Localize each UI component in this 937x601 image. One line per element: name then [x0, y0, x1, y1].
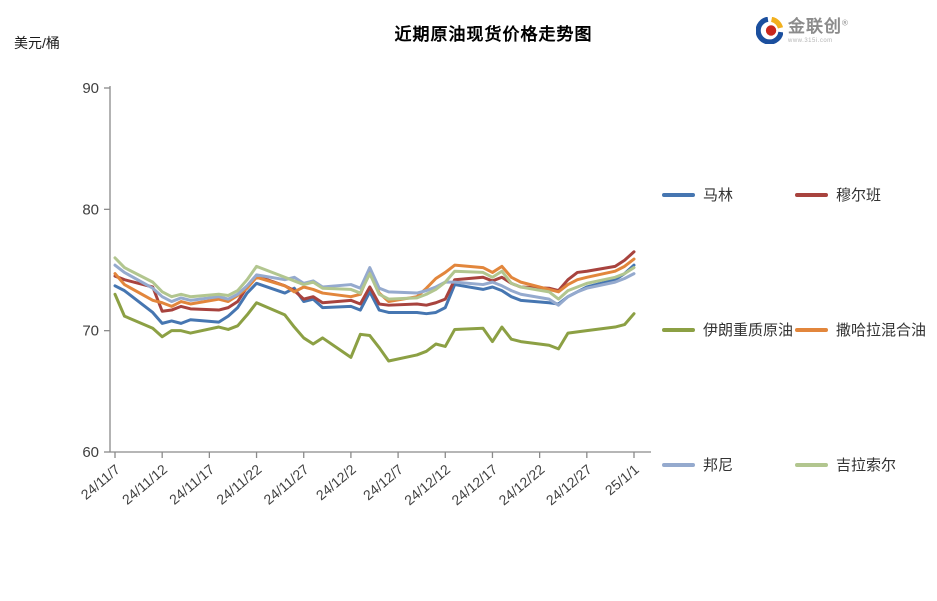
- svg-text:24/12/12: 24/12/12: [401, 461, 453, 508]
- svg-text:80: 80: [82, 201, 99, 218]
- legend-label: 穆尔班: [836, 187, 882, 204]
- brand-logo-text: 金联创® www.315i.com: [788, 18, 848, 44]
- svg-text:24/12/22: 24/12/22: [496, 461, 548, 508]
- svg-text:25/1/1: 25/1/1: [602, 461, 642, 498]
- legend-swatch-iran-heavy: [662, 327, 695, 332]
- svg-text:90: 90: [82, 80, 99, 97]
- legend-swatch-saharan-blend: [795, 327, 828, 332]
- svg-text:70: 70: [82, 323, 99, 340]
- svg-text:24/12/7: 24/12/7: [360, 461, 406, 503]
- registered-mark: ®: [842, 18, 848, 28]
- svg-text:24/12/27: 24/12/27: [543, 461, 595, 508]
- legend-label: 伊朗重质原油: [703, 322, 794, 339]
- svg-text:24/11/27: 24/11/27: [260, 461, 311, 508]
- legend-swatch-murban: [795, 192, 828, 197]
- y-axis-unit-label: 美元/桶: [14, 35, 60, 51]
- legend-swatch-malin: [662, 192, 695, 197]
- legend-label: 撒哈拉混合油: [836, 322, 927, 339]
- svg-text:24/12/2: 24/12/2: [313, 461, 359, 503]
- legend-swatch-girassol: [795, 462, 828, 467]
- legend-item-malin: 马林: [662, 184, 733, 205]
- svg-text:24/11/12: 24/11/12: [119, 461, 170, 508]
- legend-item-bonny: 邦尼: [662, 454, 733, 475]
- legend-label: 吉拉索尔: [836, 457, 897, 474]
- series-line-伊朗重质原油: [113, 292, 636, 363]
- svg-text:24/12/17: 24/12/17: [448, 461, 500, 508]
- legend-item-girassol: 吉拉索尔: [795, 454, 896, 475]
- svg-text:24/11/22: 24/11/22: [213, 461, 264, 508]
- legend-label: 马林: [703, 187, 734, 204]
- page-title: 近期原油现货价格走势图: [394, 25, 593, 44]
- legend-label: 邦尼: [703, 457, 734, 474]
- svg-text:24/11/17: 24/11/17: [166, 461, 217, 508]
- svg-text:24/11/7: 24/11/7: [78, 461, 123, 503]
- legend-item-saharan-blend: 撒哈拉混合油: [795, 319, 926, 340]
- brand-name: 金联创: [788, 16, 842, 36]
- series-line-邦尼: [113, 263, 636, 307]
- svg-text:60: 60: [82, 444, 99, 461]
- brand-logo-icon: [756, 17, 783, 44]
- legend-item-murban: 穆尔班: [795, 184, 881, 205]
- legend-item-iran-heavy: 伊朗重质原油: [662, 319, 793, 340]
- series-line-吉拉索尔: [113, 256, 636, 301]
- brand-logo: 金联创® www.315i.com: [756, 17, 848, 44]
- brand-website: www.315i.com: [788, 37, 833, 44]
- legend-swatch-bonny: [662, 462, 695, 467]
